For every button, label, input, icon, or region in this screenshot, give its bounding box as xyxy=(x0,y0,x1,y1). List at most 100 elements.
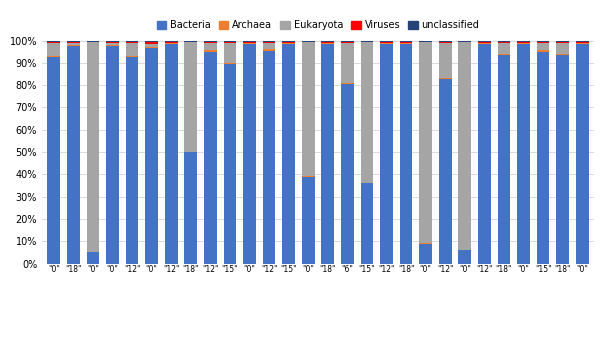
Bar xyxy=(243,43,256,44)
Bar xyxy=(497,43,511,54)
Bar xyxy=(556,55,569,264)
Bar xyxy=(458,41,471,42)
Bar xyxy=(556,41,569,42)
Bar xyxy=(47,42,60,43)
Bar xyxy=(125,43,139,56)
Bar xyxy=(439,41,452,42)
Bar xyxy=(224,41,236,42)
Bar xyxy=(263,43,275,49)
Bar xyxy=(243,42,256,43)
Bar xyxy=(145,47,158,48)
Bar xyxy=(380,42,393,43)
Bar xyxy=(204,50,217,52)
Bar xyxy=(419,41,432,42)
Bar xyxy=(322,43,334,44)
Bar xyxy=(263,42,275,43)
Bar xyxy=(400,42,412,43)
Bar xyxy=(439,42,452,43)
Bar xyxy=(380,44,393,264)
Bar xyxy=(400,44,412,264)
Bar xyxy=(224,43,236,63)
Bar xyxy=(106,41,119,42)
Bar xyxy=(106,43,119,45)
Bar xyxy=(419,243,432,244)
Bar xyxy=(67,46,80,264)
Bar xyxy=(184,152,197,264)
Bar xyxy=(165,44,178,264)
Bar xyxy=(576,44,589,264)
Bar xyxy=(204,52,217,264)
Bar xyxy=(224,64,236,264)
Bar xyxy=(184,42,197,151)
Bar xyxy=(125,56,139,57)
Bar xyxy=(497,41,511,42)
Bar xyxy=(47,41,60,42)
Bar xyxy=(86,41,99,42)
Bar xyxy=(439,79,452,264)
Bar xyxy=(478,44,491,264)
Bar xyxy=(322,41,334,42)
Bar xyxy=(145,48,158,264)
Bar xyxy=(361,184,373,264)
Bar xyxy=(47,43,60,56)
Bar xyxy=(576,42,589,43)
Bar xyxy=(184,151,197,152)
Bar xyxy=(478,41,491,42)
Bar xyxy=(125,42,139,43)
Bar xyxy=(243,41,256,42)
Bar xyxy=(400,43,412,44)
Bar xyxy=(556,54,569,55)
Bar xyxy=(47,57,60,264)
Bar xyxy=(106,42,119,43)
Bar xyxy=(517,41,530,42)
Bar xyxy=(145,44,158,47)
Bar xyxy=(322,44,334,264)
Bar xyxy=(224,42,236,43)
Bar xyxy=(576,41,589,42)
Bar xyxy=(517,42,530,43)
Bar xyxy=(497,54,511,55)
Bar xyxy=(576,43,589,44)
Bar xyxy=(341,83,354,84)
Bar xyxy=(106,45,119,46)
Bar xyxy=(204,41,217,42)
Bar xyxy=(322,42,334,43)
Bar xyxy=(458,42,471,250)
Bar xyxy=(165,41,178,42)
Bar xyxy=(145,42,158,44)
Bar xyxy=(282,41,295,42)
Bar xyxy=(282,43,295,44)
Bar xyxy=(125,41,139,42)
Bar xyxy=(302,176,314,177)
Bar xyxy=(67,41,80,42)
Bar xyxy=(302,177,314,264)
Bar xyxy=(86,42,99,252)
Bar xyxy=(517,44,530,264)
Bar xyxy=(302,42,314,176)
Bar xyxy=(537,41,550,42)
Bar xyxy=(341,41,354,42)
Bar xyxy=(145,41,158,42)
Bar xyxy=(556,42,569,43)
Bar xyxy=(458,250,471,264)
Bar xyxy=(556,43,569,54)
Bar xyxy=(263,41,275,42)
Bar xyxy=(361,42,373,183)
Bar xyxy=(439,78,452,79)
Bar xyxy=(341,84,354,264)
Bar xyxy=(439,43,452,78)
Bar xyxy=(263,51,275,264)
Bar xyxy=(67,42,80,43)
Bar xyxy=(165,43,178,44)
Bar xyxy=(282,42,295,43)
Bar xyxy=(478,42,491,43)
Bar xyxy=(537,42,550,43)
Bar xyxy=(165,42,178,43)
Bar xyxy=(47,56,60,57)
Bar xyxy=(497,55,511,264)
Bar xyxy=(419,244,432,264)
Bar xyxy=(263,49,275,51)
Bar xyxy=(361,183,373,184)
Bar xyxy=(125,57,139,264)
Bar xyxy=(419,42,432,243)
